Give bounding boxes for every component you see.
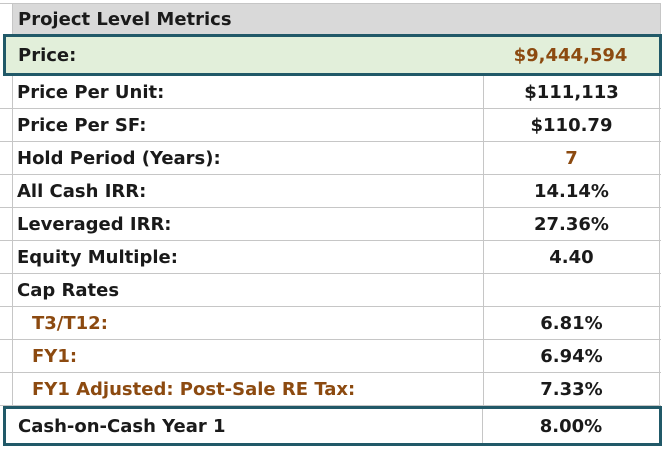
gutter-cell[interactable] (0, 241, 13, 273)
gutter-cell[interactable] (0, 142, 13, 174)
metric-value-cash-on-cash[interactable]: 8.00% (482, 409, 659, 443)
gutter-cell[interactable] (0, 109, 13, 141)
metric-value[interactable]: 14.14% (483, 175, 660, 207)
metric-value[interactable]: 6.94% (483, 340, 660, 372)
metric-row-hold-period: Hold Period (Years): 7 (0, 142, 661, 175)
metric-row-fy1-adjusted: FY1 Adjusted: Post-Sale RE Tax: 7.33% (0, 373, 661, 406)
metric-label[interactable]: FY1: (32, 345, 78, 367)
metric-label-price[interactable]: Price: (18, 44, 77, 66)
gutter-cell[interactable] (0, 274, 13, 306)
metric-value[interactable]: 27.36% (483, 208, 660, 240)
metric-value-price[interactable]: $9,444,594 (513, 44, 628, 66)
metric-label[interactable]: Cap Rates (17, 279, 120, 301)
table-header-row: Project Level Metrics (0, 3, 661, 34)
metric-label[interactable]: Hold Period (Years): (17, 147, 221, 169)
metric-label[interactable]: Price Per Unit: (17, 81, 165, 103)
metric-value[interactable]: 4.40 (483, 241, 660, 273)
metric-label[interactable]: All Cash IRR: (17, 180, 147, 202)
gutter-cell[interactable] (0, 340, 13, 372)
metric-value[interactable]: 7 (483, 142, 660, 174)
metric-value[interactable]: $111,113 (483, 76, 660, 108)
gutter-cell[interactable] (0, 175, 13, 207)
gutter-cell[interactable] (0, 307, 13, 339)
metric-row-price-per-sf: Price Per SF: $110.79 (0, 109, 661, 142)
metric-row-t3-t12: T3/T12: 6.81% (0, 307, 661, 340)
metric-label[interactable]: Leveraged IRR: (17, 213, 172, 235)
metric-row-fy1: FY1: 6.94% (0, 340, 661, 373)
metric-label-cash-on-cash[interactable]: Cash-on-Cash Year 1 (18, 415, 226, 437)
metric-value[interactable] (483, 274, 660, 306)
metric-label[interactable]: T3/T12: (32, 312, 108, 334)
metric-row-leveraged-irr: Leveraged IRR: 27.36% (0, 208, 661, 241)
metric-label[interactable]: Price Per SF: (17, 114, 147, 136)
gutter-cell[interactable] (0, 208, 13, 240)
metric-row-price[interactable]: Price: $9,444,594 (3, 34, 662, 76)
metric-row-all-cash-irr: All Cash IRR: 14.14% (0, 175, 661, 208)
gutter-cell[interactable] (0, 76, 13, 108)
metric-value[interactable]: 7.33% (483, 373, 660, 405)
metric-value[interactable]: 6.81% (483, 307, 660, 339)
table-title: Project Level Metrics (18, 8, 232, 30)
metric-value[interactable]: $110.79 (483, 109, 660, 141)
metric-label[interactable]: FY1 Adjusted: Post-Sale RE Tax: (32, 378, 356, 400)
metric-row-cash-on-cash[interactable]: Cash-on-Cash Year 1 8.00% (3, 406, 662, 446)
metric-row-price-per-unit: Price Per Unit: $111,113 (0, 76, 661, 109)
table-title-cell[interactable]: Project Level Metrics (13, 4, 661, 34)
gutter-cell[interactable] (0, 373, 13, 405)
metric-row-equity-multiple: Equity Multiple: 4.40 (0, 241, 661, 274)
gutter-cell[interactable] (0, 4, 13, 34)
metric-row-cap-rates-header: Cap Rates (0, 274, 661, 307)
metric-label[interactable]: Equity Multiple: (17, 246, 178, 268)
